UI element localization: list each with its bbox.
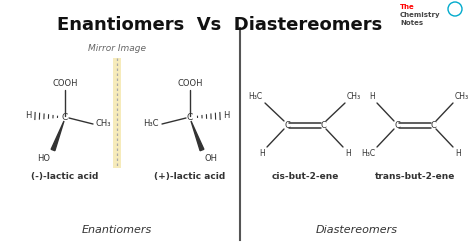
Text: C: C xyxy=(320,121,326,129)
Text: Enantiomers: Enantiomers xyxy=(82,225,152,235)
Text: C: C xyxy=(62,114,68,123)
Text: H: H xyxy=(369,92,375,101)
Text: H: H xyxy=(259,149,265,158)
Text: Mirror Image: Mirror Image xyxy=(88,44,146,53)
Text: H₃C: H₃C xyxy=(248,92,262,101)
Text: CH₃: CH₃ xyxy=(455,92,469,101)
Text: CH₃: CH₃ xyxy=(96,120,111,128)
Text: H: H xyxy=(223,112,229,121)
Text: (+)-lactic acid: (+)-lactic acid xyxy=(155,172,226,181)
Text: C: C xyxy=(394,121,400,129)
Text: cis-but-2-ene: cis-but-2-ene xyxy=(271,172,339,181)
Text: Notes: Notes xyxy=(400,20,423,26)
Text: CH₃: CH₃ xyxy=(347,92,361,101)
Text: trans-but-2-ene: trans-but-2-ene xyxy=(375,172,455,181)
Polygon shape xyxy=(191,121,204,151)
Text: HO: HO xyxy=(37,154,50,163)
Text: C: C xyxy=(187,114,193,123)
Text: COOH: COOH xyxy=(52,79,78,88)
Text: COOH: COOH xyxy=(177,79,203,88)
Bar xyxy=(113,58,121,168)
Text: H: H xyxy=(345,149,351,158)
Text: Enantiomers  Vs  Diastereomers: Enantiomers Vs Diastereomers xyxy=(57,16,383,34)
Text: The: The xyxy=(400,4,415,10)
Text: C: C xyxy=(430,121,436,129)
Text: OH: OH xyxy=(205,154,218,163)
Text: H₃C: H₃C xyxy=(361,149,375,158)
Text: (-)-lactic acid: (-)-lactic acid xyxy=(31,172,99,181)
Text: H: H xyxy=(26,112,32,121)
Text: Diastereomers: Diastereomers xyxy=(316,225,398,235)
Text: Chemistry: Chemistry xyxy=(400,12,441,18)
Polygon shape xyxy=(51,121,64,151)
Text: H₃C: H₃C xyxy=(144,120,159,128)
Text: H: H xyxy=(455,149,461,158)
Text: C: C xyxy=(284,121,290,129)
